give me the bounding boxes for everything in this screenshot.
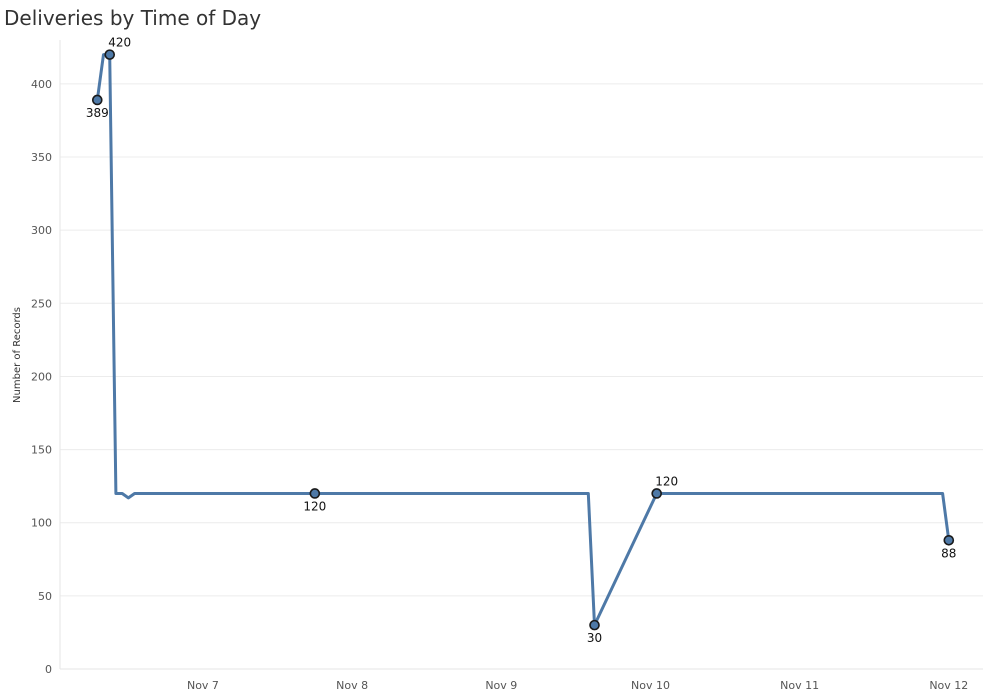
data-label: 120 xyxy=(655,474,678,488)
y-tick-label: 50 xyxy=(38,590,52,603)
y-tick-label: 250 xyxy=(31,297,52,310)
x-tick-label: Nov 9 xyxy=(485,679,517,692)
data-point xyxy=(651,488,662,499)
x-tick-label: Nov 12 xyxy=(929,679,968,692)
data-label: 420 xyxy=(108,36,131,50)
y-axis-ticks: 0 50 100 150 200 250 300 350 400 xyxy=(31,78,52,676)
y-tick-label: 150 xyxy=(31,444,52,457)
data-label: 120 xyxy=(303,499,326,513)
data-point xyxy=(91,94,103,106)
data-point xyxy=(589,619,600,631)
y-tick-label: 0 xyxy=(45,663,52,676)
y-tick-label: 200 xyxy=(31,370,52,383)
data-point xyxy=(943,534,955,546)
marker-layer xyxy=(91,49,955,631)
y-tick-label: 400 xyxy=(31,78,52,91)
x-tick-label: Nov 7 xyxy=(187,679,219,692)
data-label-layer: 389 420 120 30 120 88 xyxy=(86,36,957,645)
y-tick-label: 350 xyxy=(31,151,52,164)
x-tick-label: Nov 8 xyxy=(336,679,368,692)
series-line xyxy=(95,53,951,627)
x-tick-label: Nov 11 xyxy=(780,679,819,692)
gridlines xyxy=(60,83,983,597)
series-layer xyxy=(95,53,951,627)
data-label: 389 xyxy=(86,106,109,120)
x-tick-label: Nov 10 xyxy=(631,679,670,692)
data-point xyxy=(104,49,116,60)
y-tick-label: 100 xyxy=(31,517,52,530)
data-point xyxy=(309,488,321,499)
chart-title: Deliveries by Time of Day xyxy=(4,6,262,30)
data-label: 30 xyxy=(587,631,602,645)
y-axis-label: Number of Records xyxy=(12,307,23,403)
x-axis-ticks: Nov 7 Nov 8 Nov 9 Nov 10 Nov 11 Nov 12 xyxy=(187,679,968,692)
y-tick-label: 300 xyxy=(31,224,52,237)
data-label: 88 xyxy=(941,546,956,560)
